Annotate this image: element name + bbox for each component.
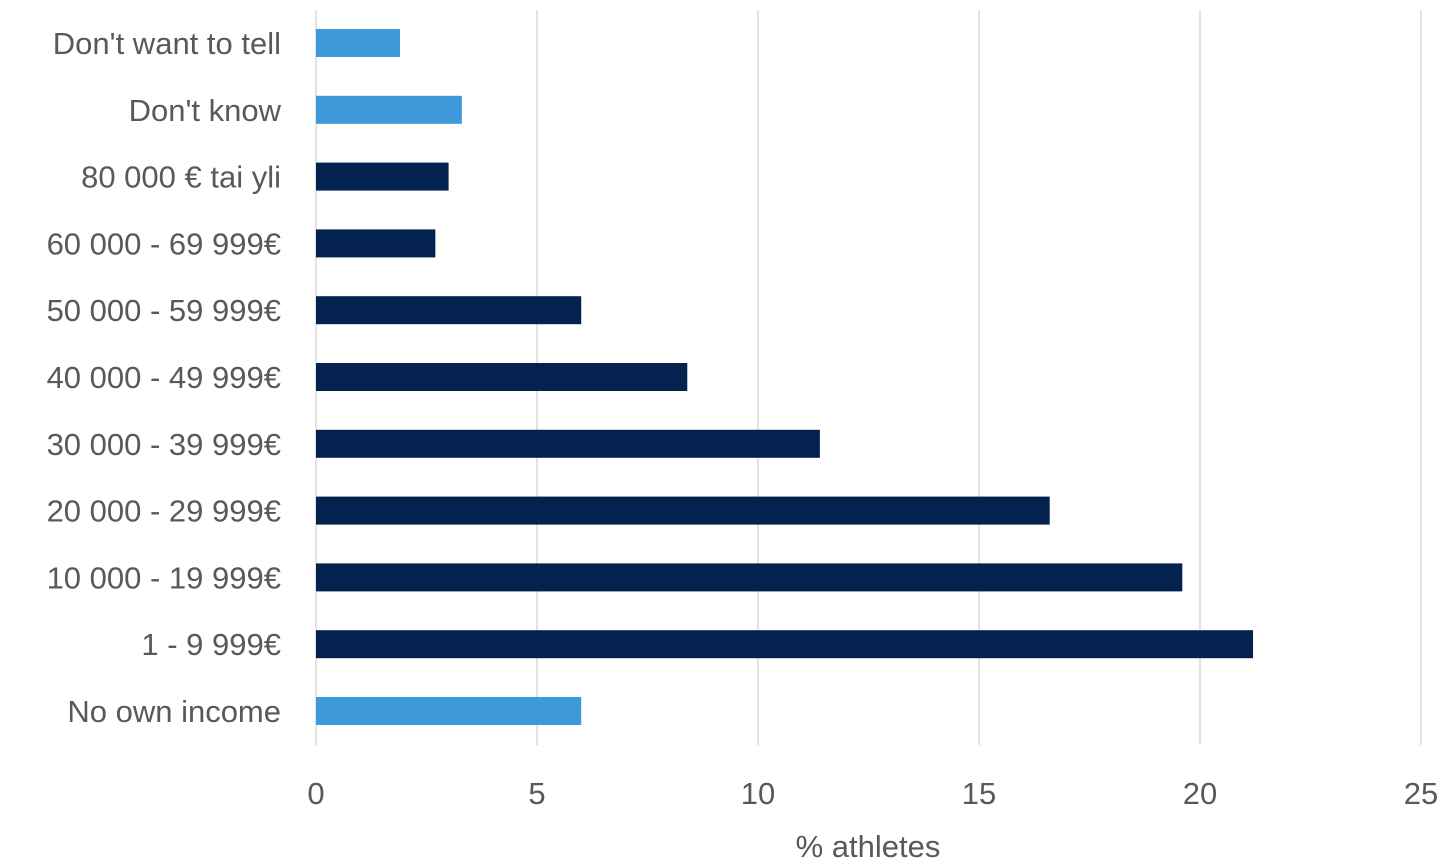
bar — [316, 29, 400, 57]
bars — [316, 29, 1254, 725]
bar — [316, 95, 462, 124]
category-label: Don't know — [129, 93, 282, 128]
bar — [316, 229, 436, 258]
x-tick-label: 20 — [1183, 776, 1217, 811]
bar — [316, 429, 820, 458]
category-label: Don't want to tell — [53, 26, 281, 61]
bar — [316, 496, 1050, 525]
x-axis-title: % athletes — [796, 829, 941, 864]
category-label: 20 000 - 29 999€ — [47, 494, 281, 529]
bar — [316, 563, 1183, 592]
category-label: 40 000 - 49 999€ — [47, 360, 281, 395]
x-tick-label: 5 — [528, 776, 545, 811]
gridlines — [315, 10, 1422, 745]
category-label: 10 000 - 19 999€ — [47, 560, 281, 595]
x-tick-labels: 0 5 10 15 20 25 — [307, 776, 1438, 811]
x-tick-label: 0 — [307, 776, 324, 811]
bar — [316, 296, 582, 325]
bar — [316, 162, 449, 191]
bar — [316, 363, 688, 391]
category-label: 30 000 - 39 999€ — [47, 427, 281, 462]
category-label: 1 - 9 999€ — [141, 627, 281, 662]
category-label: 50 000 - 59 999€ — [47, 293, 281, 328]
category-label: 80 000 € tai yli — [81, 160, 281, 195]
x-tick-label: 15 — [962, 776, 996, 811]
category-label: 60 000 - 69 999€ — [47, 226, 281, 261]
category-labels: Don't want to tell Don't know 80 000 € tai… — [47, 26, 282, 729]
bar — [316, 630, 1254, 659]
category-label: No own income — [67, 694, 281, 729]
bar — [316, 697, 582, 725]
x-tick-label: 25 — [1404, 776, 1438, 811]
x-tick-label: 10 — [741, 776, 775, 811]
